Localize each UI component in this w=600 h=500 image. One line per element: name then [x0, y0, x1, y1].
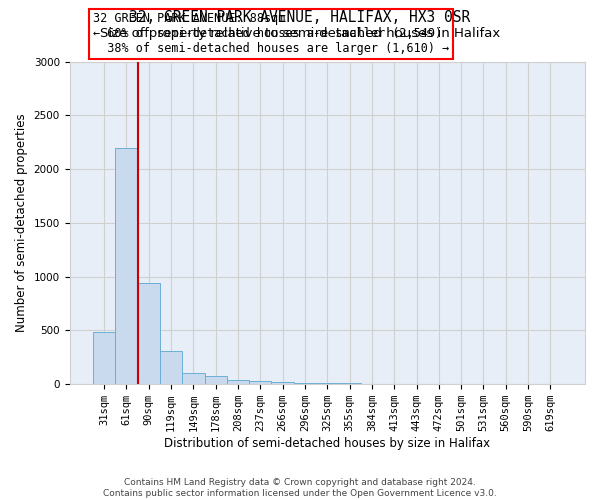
Y-axis label: Number of semi-detached properties: Number of semi-detached properties — [15, 114, 28, 332]
X-axis label: Distribution of semi-detached houses by size in Halifax: Distribution of semi-detached houses by … — [164, 437, 490, 450]
Bar — [249, 381, 271, 384]
Bar — [205, 376, 227, 384]
Text: 32 GREEN PARK AVENUE: 88sqm
← 60% of semi-detached houses are smaller (2,549)
  : 32 GREEN PARK AVENUE: 88sqm ← 60% of sem… — [93, 12, 449, 55]
Bar — [160, 351, 182, 384]
Bar — [137, 283, 160, 384]
Bar — [182, 374, 205, 384]
Bar — [93, 332, 115, 384]
Text: Contains HM Land Registry data © Crown copyright and database right 2024.
Contai: Contains HM Land Registry data © Crown c… — [103, 478, 497, 498]
Bar — [316, 383, 338, 384]
Text: Size of property relative to semi-detached houses in Halifax: Size of property relative to semi-detach… — [100, 28, 500, 40]
Bar — [115, 148, 137, 384]
Bar — [227, 380, 249, 384]
Bar — [271, 382, 294, 384]
Bar — [294, 382, 316, 384]
Text: 32, GREEN PARK AVENUE, HALIFAX, HX3 0SR: 32, GREEN PARK AVENUE, HALIFAX, HX3 0SR — [130, 10, 470, 25]
